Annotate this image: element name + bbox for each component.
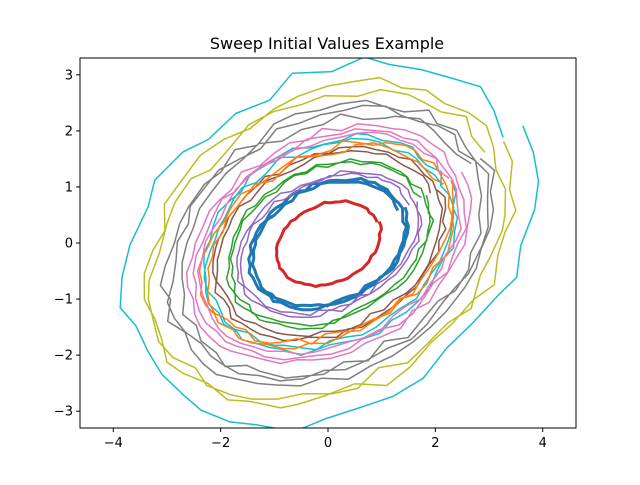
x-tick-label: −4 [104,436,123,451]
x-tick-label: 0 [324,436,332,451]
y-tick-label: −2 [54,349,73,364]
y-tick-label: −1 [54,293,73,308]
series-line-10 [143,76,517,409]
series-line-4 [225,158,435,330]
chart-title: Sweep Initial Values Example [210,34,444,53]
y-tick-label: −3 [54,405,73,420]
series-line-5 [212,145,447,342]
y-tick-label: 2 [65,124,73,139]
series-line-8 [185,123,473,365]
y-tick-label: 3 [65,68,73,83]
series-line-2 [247,176,410,312]
series-line-3 [236,170,423,318]
series-line-11 [119,58,540,428]
x-tick-label: −2 [211,436,230,451]
y-tick-label: 1 [65,180,73,195]
y-tick-label: 0 [65,237,73,252]
x-tick-label: 2 [431,436,439,451]
series-line-1 [275,199,383,288]
x-axis: −4 −2 0 2 4 [104,428,547,451]
series-line-7 [198,139,455,350]
x-tick-label: 4 [539,436,547,451]
y-axis: −3 −2 −1 0 1 2 3 [54,68,80,420]
series-layer [119,58,540,428]
series-line-9 [159,99,496,387]
